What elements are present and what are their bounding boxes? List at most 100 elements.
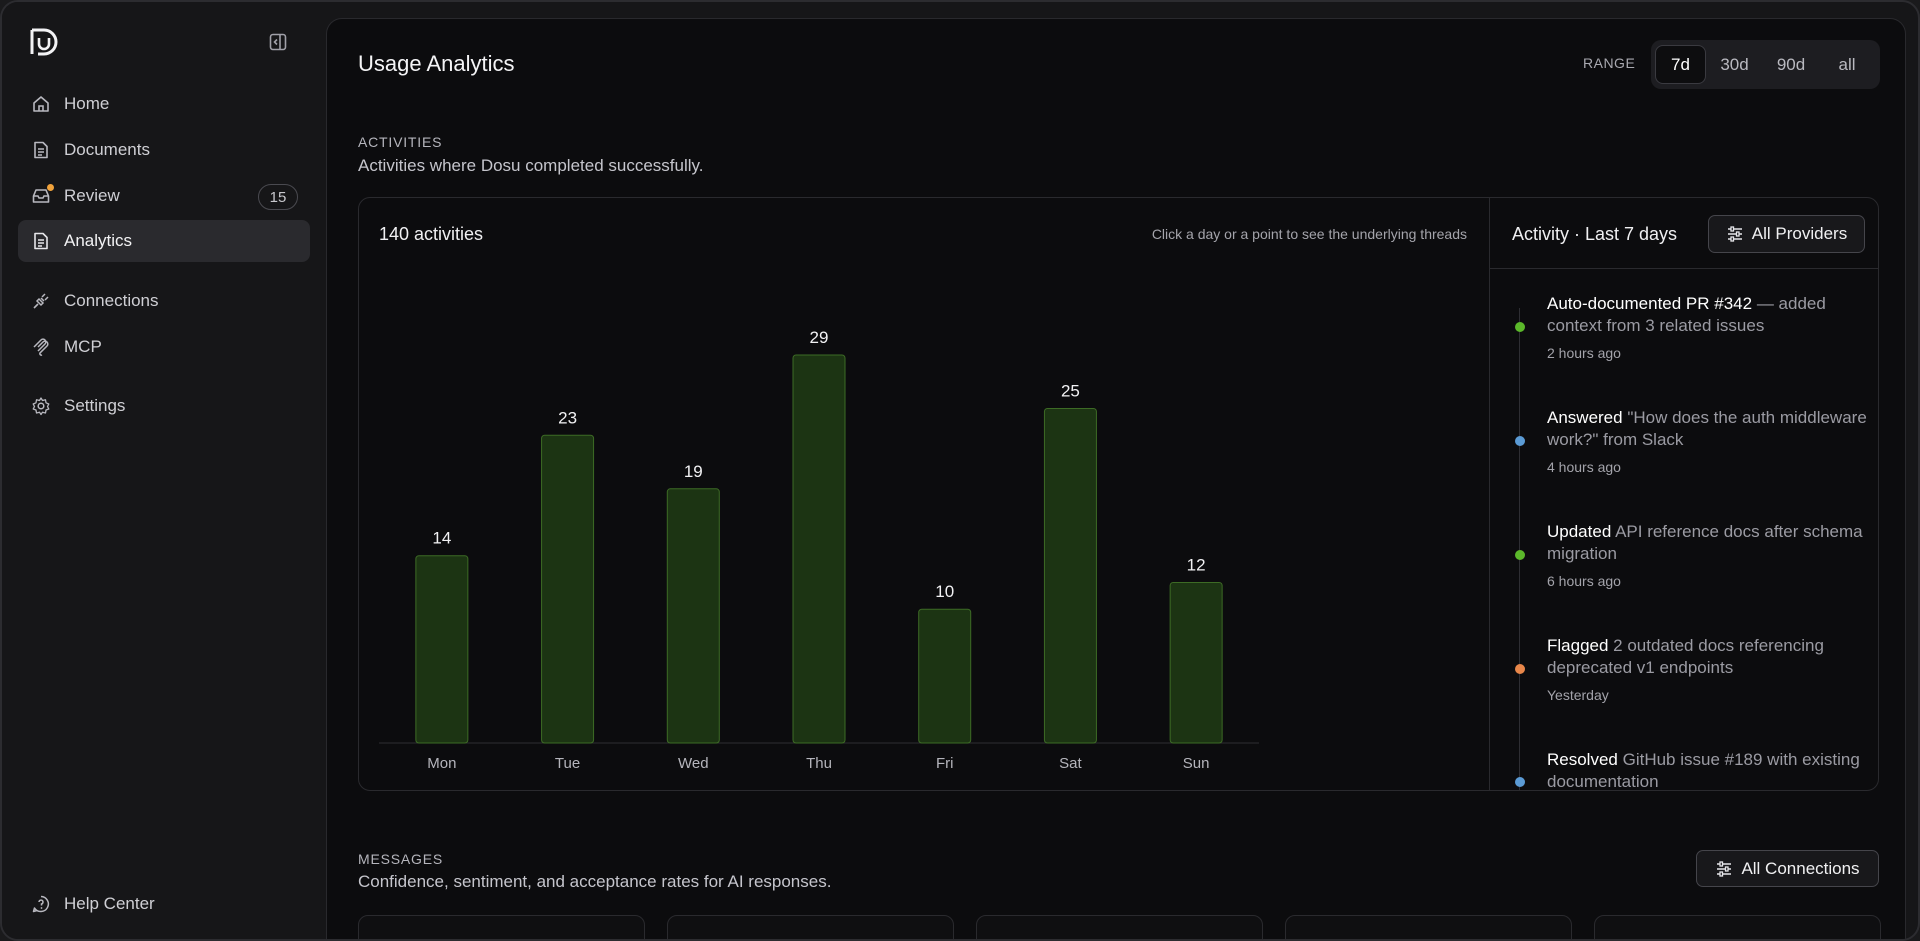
sidebar: Home Documents Review 15 Analytics: [2, 2, 326, 939]
metric-card[interactable]: [1285, 915, 1572, 939]
feed-item-detail: 2 outdated docs referencing deprecated v…: [1547, 636, 1824, 677]
timeline-line: [1519, 308, 1520, 790]
bar-value-label: 25: [1061, 382, 1080, 401]
range-selector: 7d 30d 90d all: [1651, 40, 1880, 89]
sidebar-item-review[interactable]: Review 15: [18, 175, 310, 217]
feed-item-time: 6 hours ago: [1547, 573, 1621, 589]
sidebar-item-label: Documents: [64, 140, 150, 159]
range-option-all[interactable]: all: [1838, 54, 1856, 74]
bar-value-label: 10: [935, 582, 954, 601]
activities-section-label: ACTIVITIES: [358, 134, 443, 150]
range-option-30d[interactable]: 30d: [1720, 54, 1749, 74]
sidebar-item-home[interactable]: Home: [18, 83, 310, 125]
inbox-icon: [30, 184, 54, 207]
range-option-7d[interactable]: 7d: [1655, 45, 1706, 84]
messages-description: Confidence, sentiment, and acceptance ra…: [358, 872, 832, 891]
all-connections-button[interactable]: All Connections: [1696, 850, 1879, 887]
range-option-90d[interactable]: 90d: [1776, 54, 1806, 74]
sidebar-item-label: Review: [64, 186, 120, 205]
feed-item-detail: — added context from 3 related issues: [1547, 294, 1826, 335]
sidebar-item-connections[interactable]: Connections: [18, 280, 310, 322]
feed-item-action: Flagged: [1547, 636, 1609, 655]
all-providers-label: All Providers: [1751, 224, 1848, 243]
feed-status-dot: [1515, 777, 1525, 787]
x-tick-label: Thu: [806, 755, 832, 772]
feed-status-dot: [1515, 664, 1525, 674]
sidebar-item-label: Analytics: [64, 231, 133, 250]
bar-mon[interactable]: [415, 555, 469, 744]
messages-section-label: MESSAGES: [358, 851, 443, 867]
sidebar-item-mcp[interactable]: MCP: [18, 326, 310, 368]
feed-status-dot: [1515, 436, 1525, 446]
metric-card[interactable]: [976, 915, 1263, 939]
analytics-icon: [30, 230, 52, 252]
dosu-logo-icon[interactable]: [28, 26, 60, 58]
home-icon: [30, 93, 52, 115]
activities-chart: 140 activities Click a day or a point to…: [359, 198, 1489, 790]
review-count-badge: 15: [258, 184, 298, 210]
bar-sun[interactable]: [1169, 581, 1223, 744]
feed-item-time: 2 hours ago: [1547, 345, 1621, 361]
metric-card[interactable]: [1594, 915, 1881, 939]
bar-sat[interactable]: [1043, 408, 1097, 744]
filter-sliders-icon: [1717, 860, 1732, 877]
feed-divider: [1490, 268, 1878, 269]
help-icon: [30, 893, 52, 915]
collapse-sidebar-icon[interactable]: [268, 32, 288, 52]
feed-item[interactable]: Flagged 2 outdated docs referencing depr…: [1547, 635, 1867, 703]
feed-item[interactable]: Resolved GitHub issue #189 with existing…: [1547, 749, 1867, 791]
bar-wed[interactable]: [666, 488, 720, 744]
main-content: Usage Analytics RANGE 7d 30d 90d all ACT…: [326, 18, 1906, 939]
x-tick-label: Fri: [936, 755, 954, 772]
sidebar-item-settings[interactable]: Settings: [18, 385, 310, 427]
range-label: RANGE: [1583, 55, 1636, 71]
x-tick-label: Mon: [427, 755, 456, 772]
sidebar-item-label: Settings: [64, 396, 126, 415]
sidebar-item-help-center[interactable]: Help Center: [18, 883, 310, 925]
feed-item-detail: "How does the auth middleware work?" fro…: [1547, 408, 1867, 449]
chart-hint: Click a day or a point to see the underl…: [1151, 226, 1467, 242]
bar-chart-svg: 14 Mon 23 Tue 19 Wed 29 Thu 10 Fri 25 Sat 12 Sun: [379, 328, 1259, 772]
x-tick-label: Tue: [555, 755, 580, 772]
activities-count: 140 activities: [379, 224, 484, 244]
bar-value-label: 19: [684, 462, 703, 481]
feed-item[interactable]: Updated API reference docs after schema …: [1547, 521, 1867, 589]
sidebar-item-label: MCP: [64, 337, 102, 356]
bar-fri[interactable]: [918, 608, 972, 744]
feed-item-action: Resolved: [1547, 750, 1618, 769]
feed-item-time: Yesterday: [1547, 687, 1609, 703]
activities-panel: 140 activities Click a day or a point to…: [358, 197, 1879, 791]
filter-sliders-icon: [1727, 226, 1742, 242]
bar-value-label: 23: [558, 408, 577, 427]
all-connections-label: All Connections: [1741, 858, 1860, 878]
x-tick-label: Sun: [1183, 755, 1210, 772]
mcp-icon: [30, 336, 52, 358]
feed-item-time: 4 hours ago: [1547, 459, 1621, 475]
all-providers-button[interactable]: All Providers: [1708, 215, 1865, 253]
sidebar-item-label: Connections: [64, 291, 159, 310]
sidebar-item-documents[interactable]: Documents: [18, 129, 310, 171]
activity-feed: Activity · Last 7 days All Providers Aut…: [1489, 198, 1878, 791]
x-tick-label: Wed: [678, 755, 709, 772]
activities-description: Activities where Dosu completed successf…: [358, 156, 704, 175]
feed-status-dot: [1515, 322, 1525, 332]
metric-card[interactable]: [667, 915, 954, 939]
plug-icon: [30, 290, 52, 312]
sidebar-item-label: Help Center: [64, 894, 155, 913]
feed-item[interactable]: Answered "How does the auth middleware w…: [1547, 407, 1867, 475]
feed-item[interactable]: Auto-documented PR #342 — added context …: [1547, 293, 1867, 361]
metric-card[interactable]: [358, 915, 645, 939]
feed-item-detail: GitHub issue #189 with existing document…: [1547, 750, 1860, 791]
sidebar-item-label: Home: [64, 94, 110, 113]
bar-value-label: 29: [810, 328, 829, 347]
notification-dot: [47, 184, 54, 191]
feed-item-action: Updated: [1547, 522, 1612, 541]
bar-thu[interactable]: [792, 354, 846, 744]
bar-value-label: 12: [1187, 555, 1206, 574]
feed-title: Activity · Last 7 days: [1512, 224, 1678, 244]
gear-icon: [30, 395, 52, 417]
feed-status-dot: [1515, 550, 1525, 560]
sidebar-item-analytics[interactable]: Analytics: [18, 220, 310, 262]
bar-value-label: 14: [432, 529, 451, 548]
bar-tue[interactable]: [541, 434, 595, 744]
